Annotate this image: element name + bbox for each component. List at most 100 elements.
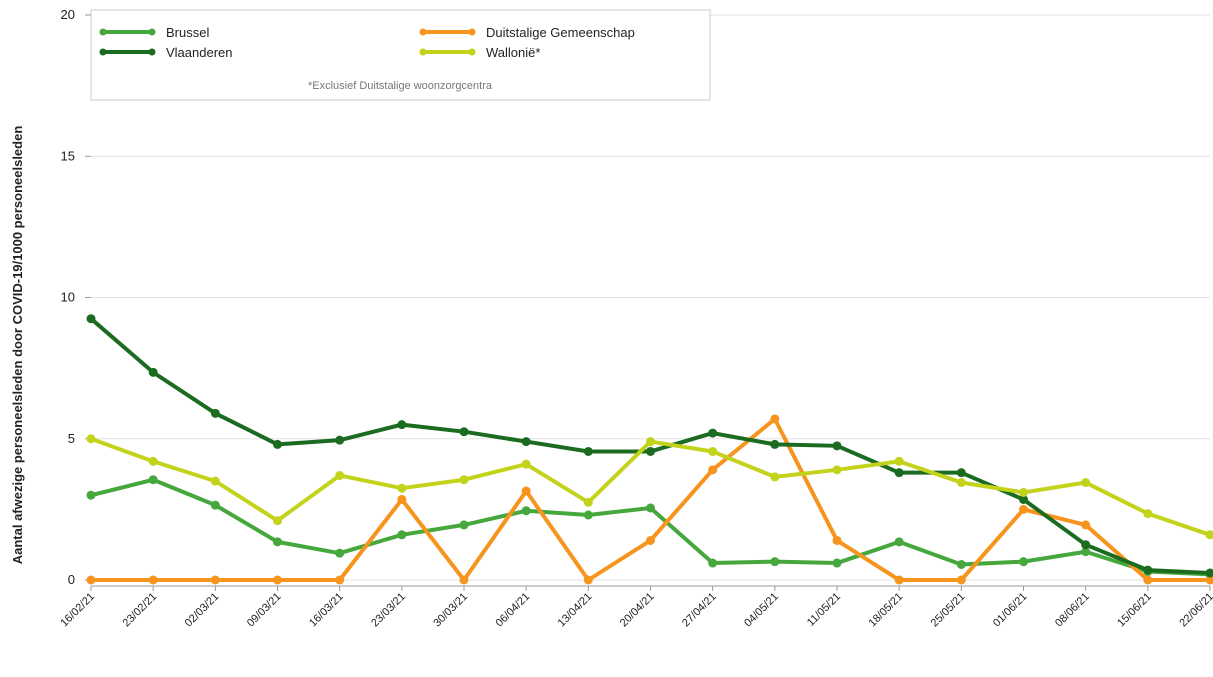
- x-tick-label: 16/03/21: [307, 591, 346, 630]
- x-tick-label: 30/03/21: [431, 591, 470, 630]
- data-point: [770, 472, 780, 482]
- y-axis-label: Aantal afwezige personeelsleden door COV…: [10, 126, 25, 565]
- data-point: [397, 494, 407, 504]
- data-point: [1081, 547, 1091, 557]
- y-tick-label: 5: [68, 431, 75, 446]
- data-point: [770, 414, 780, 424]
- legend-dot: [148, 28, 156, 36]
- x-tick-label: 18/05/21: [867, 591, 906, 630]
- data-point: [1205, 530, 1213, 540]
- data-point: [583, 510, 593, 520]
- x-tick-label: 01/06/21: [991, 591, 1030, 630]
- data-point: [1081, 520, 1091, 530]
- data-point: [335, 548, 345, 558]
- data-point: [521, 506, 531, 516]
- legend-dot: [99, 28, 107, 36]
- data-point: [832, 441, 842, 451]
- data-point: [770, 439, 780, 449]
- x-tick-label: 25/05/21: [929, 591, 968, 630]
- data-point: [521, 437, 531, 447]
- data-point: [583, 497, 593, 507]
- x-tick-label: 11/05/21: [805, 591, 843, 629]
- data-point: [646, 446, 655, 456]
- x-tick-label: 20/04/21: [618, 591, 657, 630]
- legend-dot: [99, 48, 107, 56]
- data-point: [646, 503, 655, 513]
- data-point: [956, 478, 966, 488]
- data-point: [708, 446, 718, 456]
- data-point: [86, 434, 96, 444]
- data-point: [521, 486, 531, 496]
- data-point: [894, 468, 904, 478]
- data-point: [1019, 504, 1028, 514]
- data-point: [86, 490, 96, 500]
- x-tick-label: 23/03/21: [369, 591, 408, 630]
- data-point: [210, 500, 220, 510]
- x-tick-label: 06/04/21: [494, 591, 533, 630]
- data-point: [148, 456, 158, 466]
- data-point: [210, 575, 220, 585]
- y-tick-label: 15: [61, 148, 75, 163]
- data-point: [273, 516, 282, 526]
- x-tick-label: 04/05/21: [742, 591, 781, 630]
- data-point: [708, 558, 718, 568]
- data-point: [521, 459, 531, 469]
- legend-label: Vlaanderen: [166, 45, 233, 60]
- data-point: [148, 367, 158, 377]
- data-point: [1205, 568, 1213, 578]
- legend-dot: [148, 48, 156, 56]
- data-point: [708, 428, 718, 438]
- data-point: [148, 475, 158, 485]
- y-tick-label: 0: [68, 572, 75, 587]
- legend-box: [90, 9, 711, 101]
- x-tick-label: 27/04/21: [680, 591, 719, 630]
- data-point: [397, 420, 407, 430]
- data-point: [646, 437, 655, 447]
- x-tick-label: 22/06/21: [1177, 591, 1213, 630]
- data-point: [148, 575, 158, 585]
- data-point: [583, 446, 593, 456]
- data-point: [894, 456, 904, 466]
- data-point: [335, 470, 345, 480]
- data-point: [583, 575, 593, 585]
- data-point: [1019, 494, 1028, 504]
- legend-dot: [419, 48, 427, 56]
- data-point: [832, 558, 842, 568]
- data-point: [894, 537, 904, 547]
- data-point: [1205, 575, 1213, 585]
- legend-label: Brussel: [166, 25, 209, 40]
- legend-dot: [468, 48, 476, 56]
- data-point: [1081, 478, 1091, 488]
- data-point: [273, 575, 282, 585]
- x-tick-label: 08/06/21: [1053, 591, 1092, 630]
- y-tick-label: 10: [61, 290, 75, 305]
- data-point: [273, 439, 282, 449]
- data-point: [708, 465, 718, 475]
- annotation: *Exclusief Duitstalige woonzorgcentra: [308, 80, 493, 92]
- data-point: [459, 427, 469, 437]
- data-point: [832, 535, 842, 545]
- data-point: [1019, 557, 1028, 567]
- data-point: [397, 483, 407, 493]
- data-point: [210, 476, 220, 486]
- x-tick-label: 15/06/21: [1115, 591, 1154, 630]
- x-tick-label: 02/03/21: [183, 591, 222, 630]
- data-point: [1019, 487, 1028, 497]
- x-tick-label: 16/02/21: [58, 591, 97, 630]
- data-point: [832, 465, 842, 475]
- data-point: [273, 537, 282, 547]
- data-point: [86, 575, 96, 585]
- legend-dot: [419, 28, 427, 36]
- legend-label: Wallonië*: [486, 45, 540, 60]
- data-point: [335, 435, 345, 445]
- x-tick-label: 09/03/21: [245, 591, 284, 630]
- data-point: [1143, 509, 1153, 519]
- data-point: [397, 530, 407, 540]
- data-point: [1143, 575, 1153, 585]
- data-point: [210, 408, 220, 418]
- x-tick-label: 13/04/21: [556, 591, 595, 630]
- data-point: [1143, 565, 1153, 575]
- data-point: [459, 575, 469, 585]
- data-point: [1081, 540, 1091, 550]
- data-point: [956, 468, 966, 478]
